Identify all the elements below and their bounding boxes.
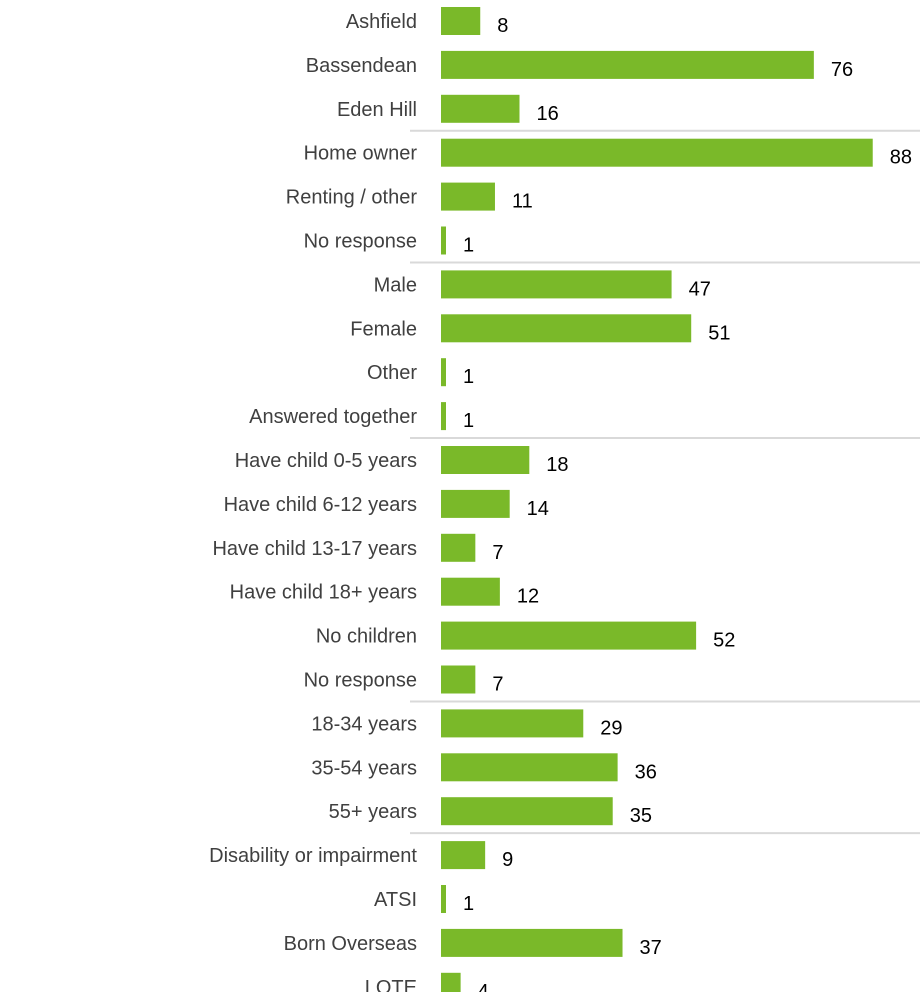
data-label: 1 bbox=[463, 366, 474, 388]
category-label: Eden Hill bbox=[337, 99, 417, 121]
bar bbox=[441, 577, 500, 606]
category-label: Bassendean bbox=[306, 55, 417, 77]
data-label: 12 bbox=[517, 586, 539, 608]
bar bbox=[441, 972, 461, 992]
bar bbox=[441, 402, 446, 431]
category-label: Have child 0-5 years bbox=[235, 450, 417, 472]
bar bbox=[441, 533, 476, 562]
data-label: 9 bbox=[502, 849, 513, 871]
data-label: 18 bbox=[546, 454, 568, 476]
bar bbox=[441, 797, 613, 826]
category-label: Ashfield bbox=[346, 11, 417, 33]
bar bbox=[441, 885, 446, 913]
category-label: Home owner bbox=[304, 143, 418, 165]
category-label: 18-34 years bbox=[311, 713, 417, 735]
category-label: No response bbox=[304, 231, 417, 253]
data-label: 76 bbox=[831, 59, 853, 81]
bar bbox=[441, 7, 481, 35]
category-label: Female bbox=[350, 318, 417, 340]
data-label: 14 bbox=[527, 498, 549, 520]
category-label: 35-54 years bbox=[311, 757, 417, 779]
data-label: 52 bbox=[713, 630, 735, 652]
category-label: LOTE bbox=[365, 977, 417, 992]
category-label: Answered together bbox=[249, 406, 417, 428]
category-label: Renting / other bbox=[286, 187, 418, 209]
bar bbox=[441, 50, 814, 79]
bar bbox=[441, 665, 476, 694]
bar bbox=[441, 446, 530, 474]
data-label: 8 bbox=[497, 15, 508, 37]
category-label: Have child 18+ years bbox=[230, 582, 417, 604]
data-label: 1 bbox=[463, 893, 474, 915]
bar bbox=[441, 358, 446, 387]
data-label: 35 bbox=[630, 805, 652, 827]
data-label: 1 bbox=[463, 235, 474, 257]
bar bbox=[441, 270, 672, 299]
bar bbox=[441, 489, 510, 518]
category-label: 55+ years bbox=[329, 801, 417, 823]
bar bbox=[441, 138, 873, 167]
category-label: Male bbox=[374, 274, 417, 296]
bar bbox=[441, 841, 486, 870]
category-label: Disability or impairment bbox=[209, 845, 417, 867]
category-label: Other bbox=[367, 362, 417, 384]
bar bbox=[441, 753, 618, 782]
category-label: Have child 6-12 years bbox=[224, 494, 417, 516]
bar bbox=[441, 94, 520, 123]
bar bbox=[441, 182, 495, 211]
data-label: 88 bbox=[890, 147, 912, 169]
category-label: Born Overseas bbox=[284, 933, 417, 955]
bar bbox=[441, 928, 623, 957]
category-label: ATSI bbox=[374, 889, 417, 911]
category-label: Have child 13-17 years bbox=[212, 538, 417, 560]
bar bbox=[441, 314, 692, 343]
data-label: 16 bbox=[536, 103, 558, 125]
bar bbox=[441, 226, 446, 255]
data-label: 11 bbox=[512, 191, 533, 213]
data-label: 29 bbox=[600, 717, 622, 739]
data-label: 51 bbox=[708, 322, 730, 344]
data-label: 7 bbox=[492, 674, 503, 696]
data-label: 4 bbox=[478, 981, 489, 992]
data-label: 7 bbox=[492, 542, 503, 564]
category-label: No children bbox=[316, 626, 417, 648]
bar bbox=[441, 709, 584, 738]
data-label: 36 bbox=[635, 761, 657, 783]
bar bbox=[441, 621, 697, 650]
data-label: 47 bbox=[689, 278, 711, 300]
data-label: 1 bbox=[463, 410, 474, 432]
data-label: 37 bbox=[640, 937, 662, 959]
category-label: No response bbox=[304, 670, 417, 692]
